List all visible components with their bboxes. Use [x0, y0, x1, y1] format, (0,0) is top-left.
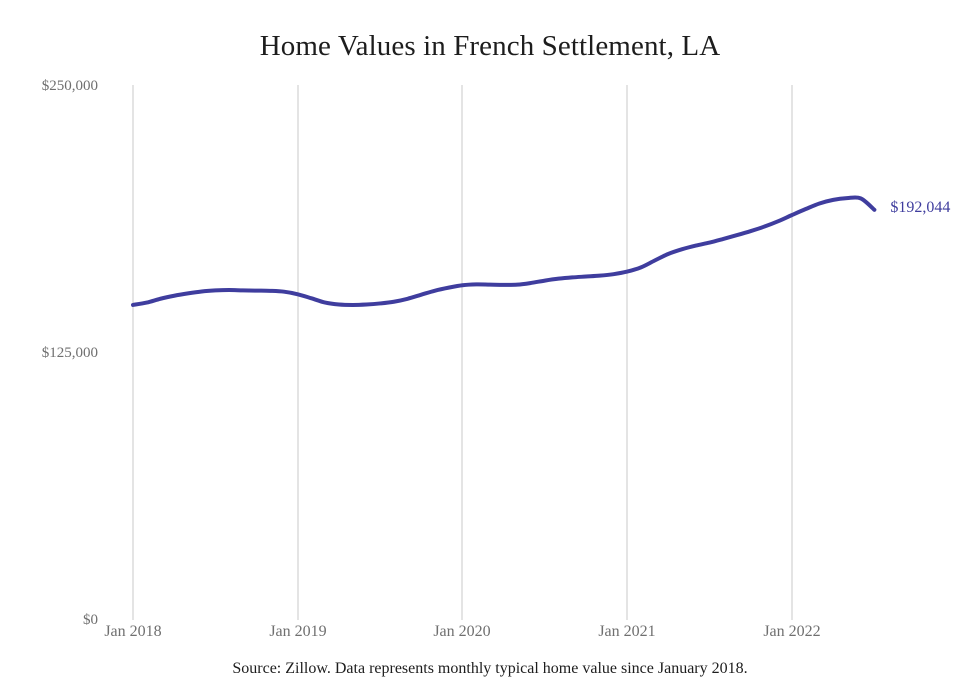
- end-value-label: $192,044: [890, 198, 951, 216]
- x-axis-tick-jan-2020: Jan 2020: [433, 623, 491, 640]
- data-line-typical-home-value: [131, 195, 877, 307]
- x-gridlines: [132, 85, 793, 620]
- x-axis-tick-jan-2021: Jan 2021: [598, 623, 656, 640]
- chart-title: Home Values in French Settlement, LA: [259, 30, 721, 62]
- x-axis-tick-jan-2018: Jan 2018: [104, 623, 162, 640]
- x-axis-tick-jan-2022: Jan 2022: [763, 623, 821, 640]
- y-axis-tick-0: $0: [83, 612, 98, 628]
- y-axis-tick-125000: $125,000: [41, 345, 98, 361]
- x-axis-tick-jan-2019: Jan 2019: [269, 623, 327, 640]
- source-note: Source: Zillow. Data represents monthly …: [232, 660, 748, 677]
- y-axis-tick-250000: $250,000: [41, 78, 98, 94]
